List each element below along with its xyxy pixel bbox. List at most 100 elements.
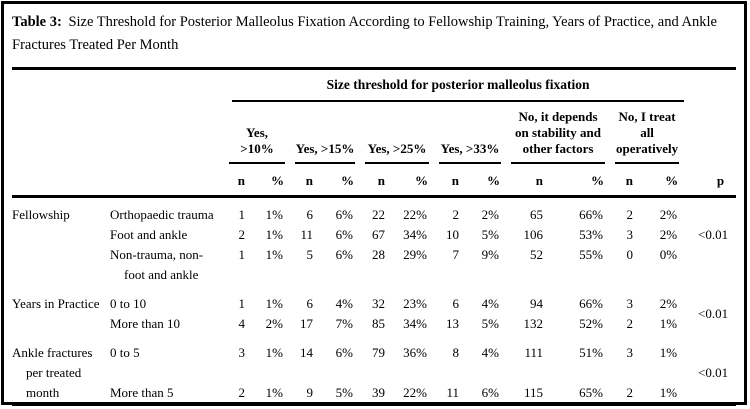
col-header-n: n [434,164,466,198]
category-cell-years: Years in Practice [12,296,100,311]
value-cell: 53% [579,227,603,242]
value-cell: 115 [523,385,543,400]
value-cell: 22% [403,385,427,400]
subcategory-cell: Orthopaedic trauma [110,207,214,222]
subcategory-cell: More than 5 [110,385,174,400]
value-cell: 55% [579,247,603,262]
group-header-yes10: Yes, >10% [224,102,290,164]
value-cell: 4% [481,345,499,360]
subcategory-cell: 0 to 10 [110,296,147,311]
value-cell: 9% [481,247,499,262]
span-header-row: Size threshold for posterior malleolus f… [12,77,736,102]
col-header-pct: % [320,164,360,198]
table-body: Fellowship Orthopaedic trauma 1 1% 6 6% … [12,197,736,404]
value-cell: 2 [238,385,246,400]
value-cell: 5% [481,316,499,331]
table-header: Size threshold for posterior malleolus f… [12,77,737,198]
value-cell: 6% [335,247,353,262]
value-cell: 1% [659,385,678,400]
value-cell: 2 [626,385,634,400]
table-caption: Table 3: Size Threshold for Posterior Ma… [12,9,736,67]
value-cell: 6% [335,345,353,360]
table-row-more-than-10: More than 10 4 2% 17 7% 85 34% 13 5% 132… [12,314,736,334]
table-row-orthopaedic-trauma: Fellowship Orthopaedic trauma 1 1% 6 6% … [12,197,736,226]
value-cell: 34% [403,316,427,331]
value-cell: 2 [238,227,246,242]
value-cell: 2% [659,207,678,222]
col-header-pct: % [392,164,434,198]
subcategory-cell: 0 to 5 [110,345,140,360]
col-header-n: n [360,164,392,198]
value-cell: 85 [372,316,385,331]
table-row-0-to-5: Ankle fractures per treated month 0 to 5… [12,334,736,400]
value-cell: 111 [524,345,543,360]
value-cell: 8 [452,345,460,360]
category-cell-fellowship: Fellowship [12,207,70,222]
value-cell: 10 [446,227,459,242]
value-cell: 4% [335,296,353,311]
value-cell: 1% [265,227,283,242]
value-cell: 1% [265,296,283,311]
value-cell: 0 [626,247,634,262]
p-value-cell-years: <0.01 [698,306,729,321]
value-cell: 1% [659,345,678,360]
subcategory-cell: More than 10 [110,316,181,331]
value-cell: 5% [481,227,499,242]
value-cell: 3 [626,345,634,360]
value-cell: 13 [446,316,459,331]
value-cell: 2% [659,227,678,242]
value-cell: 2% [481,207,499,222]
value-cell: 1% [659,316,678,331]
value-cell: 14 [300,345,313,360]
data-table: Size threshold for posterior malleolus f… [12,77,737,404]
value-cell: 1% [265,247,283,262]
value-cell: 2% [659,296,678,311]
value-cell: 4% [481,296,499,311]
category-cell-fractures: Ankle fractures per treated month [12,345,93,400]
span-header-cell: Size threshold for posterior malleolus f… [224,77,685,102]
subheader-row: n % n % n % n % n % n % p [12,164,737,198]
col-header-pct: % [640,164,685,198]
table-row-0-to-10: Years in Practice 0 to 10 1 1% 6 4% 32 2… [12,285,736,321]
value-cell: 6 [306,296,314,311]
value-cell: 1% [265,385,283,400]
group-header-depends: No, it depends on stability and other fa… [506,102,610,164]
value-cell: 39 [372,385,385,400]
value-cell: 66% [579,207,603,222]
value-cell: 66% [579,296,603,311]
empty-header-cell [684,77,736,102]
span-header-title: Size threshold for posterior malleolus f… [232,77,685,102]
value-cell: 7 [452,247,460,262]
group-header-row: Yes, >10% Yes, >15% Yes, >25% Yes, >33% … [12,102,736,164]
p-value-cell-fractures: <0.01 [698,365,729,380]
table-caption-text: Size Threshold for Posterior Malleolus F… [12,14,717,53]
col-header-p: p [684,164,737,198]
p-value-cell [684,197,736,226]
value-cell: 23% [403,296,427,311]
value-cell: 34% [403,227,427,242]
value-cell: 2% [265,316,283,331]
value-cell: 22% [403,207,427,222]
value-cell: 17 [300,316,313,331]
empty-header-cell [12,164,224,198]
value-cell: 11 [300,227,313,242]
value-cell: 1% [265,207,283,222]
value-cell: 36% [403,345,427,360]
value-cell: 3 [626,227,634,242]
subcategory-cell: Foot and ankle [110,227,188,242]
value-cell: 132 [523,316,544,331]
value-cell: 5 [306,247,314,262]
value-cell: 29% [403,247,427,262]
value-cell: 7% [335,316,353,331]
value-cell: 3 [626,296,634,311]
table-caption-label: Table 3: [12,14,62,30]
value-cell: 2 [626,316,634,331]
value-cell: 6% [335,227,353,242]
value-cell: 6% [335,207,353,222]
p-value-cell-fellowship: <0.01 [698,227,729,242]
empty-header-cell [684,102,736,164]
value-cell: 6% [481,385,499,400]
group-header-yes15: Yes, >15% [290,102,360,164]
value-cell: 28 [372,247,385,262]
